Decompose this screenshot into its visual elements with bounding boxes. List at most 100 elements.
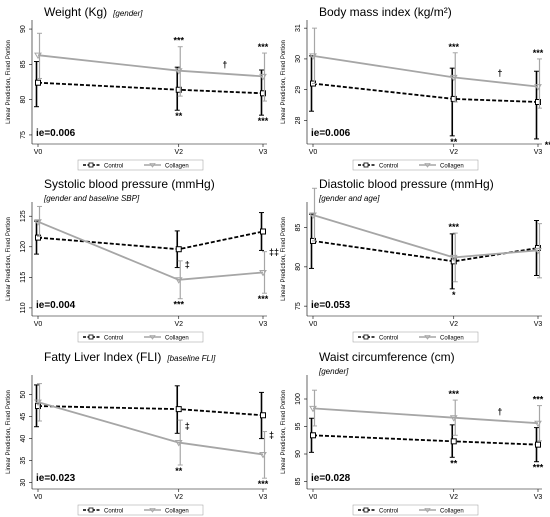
significance-bottom: *** (258, 479, 269, 489)
series-line (312, 54, 539, 88)
x-tick-label: V2 (174, 321, 183, 328)
chart-subtitle: [gender] (112, 9, 143, 18)
y-tick-label: 120 (20, 241, 27, 253)
interaction-effect: ie=0.006 (311, 128, 351, 139)
legend-collagen-marker (149, 335, 156, 340)
x-tick-label: V2 (174, 149, 183, 156)
y-tick-label: 29 (295, 86, 302, 94)
y-axis-label: Linear Prediction, Fixed Portion (281, 40, 287, 124)
y-tick-label: 45 (20, 413, 27, 421)
legend-control-marker (88, 507, 94, 513)
x-tick-label: V0 (34, 494, 43, 501)
y-tick-label: 95 (295, 423, 302, 431)
y-tick-label: 85 (295, 224, 302, 232)
y-tick-label: 110 (20, 302, 27, 313)
data-point (34, 219, 42, 226)
chart-panel-4: Fatty Liver Index (FLI) [baseline FLI] 30 3… (6, 350, 274, 516)
data-point (174, 440, 183, 447)
x-tick-label: V2 (174, 494, 183, 501)
significance-top: *** (448, 389, 459, 399)
series-collagen (34, 32, 267, 102)
legend-collagen-marker (424, 163, 431, 168)
series-line (37, 230, 264, 251)
significance-bottom: *** (533, 463, 544, 473)
y-axis-label: Linear Prediction, Fixed Portion (281, 390, 287, 474)
data-point (35, 79, 41, 86)
data-point (260, 90, 266, 97)
data-point (309, 405, 317, 413)
dagger-mark: † (497, 68, 502, 78)
interaction-effect: ie=0.004 (36, 300, 76, 311)
significance-top: *** (448, 222, 459, 232)
data-point (534, 247, 542, 255)
y-tick-label: 75 (20, 131, 27, 139)
series-line (37, 220, 264, 281)
x-tick-label: V0 (309, 321, 318, 328)
series-control (34, 384, 266, 440)
chart-panel-2: Systolic blood pressure (mmHg) [gender an… (6, 177, 279, 343)
data-point (174, 277, 183, 284)
chart-title: Systolic blood pressure (mmHg) (44, 177, 215, 191)
legend-collagen-label: Collagen (165, 508, 189, 514)
y-tick-label: 31 (295, 24, 302, 32)
series-control (34, 61, 266, 116)
legend-control-label: Control (104, 335, 123, 341)
y-axis-label: Linear Prediction, Fixed Portion (281, 217, 287, 301)
series-collagen (34, 205, 267, 300)
legend-box (77, 331, 204, 343)
chart-title: Weight (Kg) (44, 5, 107, 19)
data-point (449, 74, 458, 82)
significance-top: *** (533, 48, 544, 58)
y-tick-label: 85 (295, 478, 302, 486)
series-line (37, 54, 264, 78)
x-tick-label: V0 (309, 494, 318, 501)
series-line (312, 214, 539, 259)
between-group-mark: ‡ (185, 421, 190, 431)
y-tick-label: 30 (295, 55, 302, 63)
data-point (449, 415, 458, 422)
series-control (34, 212, 266, 269)
dagger-mark: † (497, 406, 502, 416)
chart-subtitle: [gender and baseline SBP] (43, 194, 140, 203)
legend-control-marker (363, 162, 369, 168)
chart-title: Body mass index (kg/m²) (319, 5, 452, 19)
chart-title: Waist circumference (cm) (319, 350, 455, 364)
data-point (534, 84, 542, 91)
data-point (34, 399, 42, 407)
legend-box (352, 504, 479, 516)
legend-control-label: Control (379, 163, 398, 169)
y-tick-label: 85 (20, 60, 27, 68)
chart-panel-5: Waist circumference (cm) [gender] 85 90 95 10… (281, 350, 544, 516)
data-point (35, 234, 41, 241)
interaction-effect: ie=0.053 (311, 300, 351, 311)
y-axis-label: Linear Prediction, Fixed Portion (6, 40, 12, 124)
y-tick-label: 30 (20, 479, 27, 487)
series-line (37, 405, 264, 417)
significance-bottom: *** (173, 300, 184, 310)
interaction-effect: ie=0.006 (36, 128, 76, 139)
y-tick-label: 50 (20, 391, 27, 399)
data-point (259, 269, 267, 277)
chart-panel-0: Weight (Kg) [gender] 75 80 85 90 Linear Predic… (6, 5, 269, 171)
y-axis-label: Linear Prediction, Fixed Portion (6, 217, 12, 301)
chart-title: Fatty Liver Index (FLI) (44, 350, 161, 364)
between-group-mark: ‡‡ (269, 247, 279, 257)
y-tick-label: 40 (20, 435, 27, 443)
significance-top: *** (533, 395, 544, 405)
x-tick-label: V2 (449, 149, 458, 156)
significance-top: *** (448, 42, 459, 52)
series-collagen (34, 383, 267, 479)
data-point (309, 212, 317, 219)
data-point (260, 228, 266, 235)
significance-bottom: *** (258, 116, 269, 126)
series-line (312, 434, 539, 446)
chart-panel-1: Body mass index (kg/m²) 28 29 30 31 Linear Pr… (281, 5, 550, 171)
significance-top: *** (173, 36, 184, 46)
series-collagen (309, 187, 542, 283)
series-line (37, 81, 264, 95)
significance-bottom: ** (450, 137, 458, 147)
dagger-mark: † (222, 60, 227, 70)
data-point (175, 86, 182, 93)
data-point (34, 52, 42, 60)
series-control (309, 55, 541, 140)
